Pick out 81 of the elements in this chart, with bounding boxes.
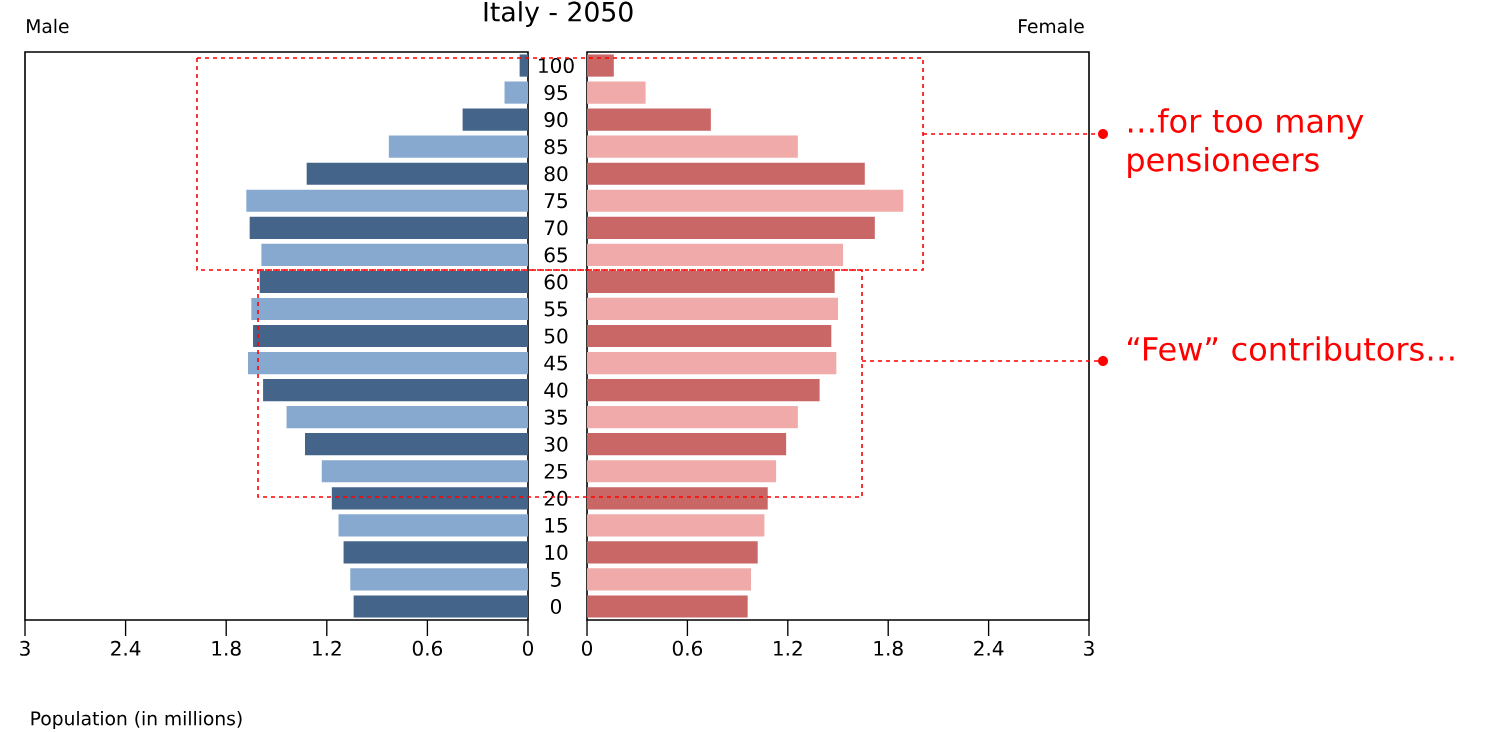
y-tick-label: 50 (544, 328, 568, 344)
bar (338, 514, 528, 537)
bar (263, 379, 528, 402)
bar (305, 433, 528, 456)
y-tick-label: 85 (544, 139, 567, 155)
y-tick-label: 40 (544, 382, 568, 398)
x-tick-label: 0.6 (672, 640, 703, 656)
bar (249, 216, 528, 239)
bar (587, 189, 904, 212)
bar (331, 487, 528, 510)
y-tick-label: 55 (544, 301, 567, 317)
x-tick-label: 0 (522, 640, 534, 656)
bar (587, 81, 646, 104)
y-tick-label: 30 (544, 436, 568, 452)
y-tick-label: 75 (544, 193, 567, 209)
bar (259, 270, 528, 294)
y-tick-label: 10 (545, 544, 568, 560)
y-tick-label: 60 (544, 274, 568, 290)
x-tick-label: 1.2 (313, 640, 341, 656)
bar (587, 460, 777, 483)
bar (587, 54, 614, 77)
y-tick-label: 5 (551, 572, 561, 587)
bar (246, 189, 528, 212)
bar (587, 379, 820, 402)
x-tick-label: 3 (20, 640, 30, 656)
bar (587, 351, 837, 375)
x-tick-label: 1.8 (212, 640, 241, 656)
x-tick-label: 3 (1084, 640, 1094, 656)
y-tick-label: 15 (545, 517, 567, 533)
bar (587, 270, 835, 294)
y-tick-label: 90 (544, 112, 568, 128)
bar (587, 108, 711, 131)
bar (587, 135, 798, 158)
bar (462, 108, 528, 131)
bar (519, 54, 528, 77)
x-tick-label: 0 (581, 640, 593, 656)
bar (587, 216, 875, 239)
x-axis-title: Population (in millions) (31, 710, 242, 730)
bar (587, 514, 765, 537)
x-tick-label: 2.4 (111, 640, 141, 656)
bar (350, 568, 528, 591)
y-tick-label: 25 (544, 463, 567, 479)
chart-title: Italy - 2050 (484, 1, 633, 27)
bar (306, 162, 528, 185)
bar (504, 81, 528, 104)
bar (251, 297, 528, 321)
y-tick-label: 0 (550, 598, 562, 615)
bar (587, 541, 758, 564)
bar (587, 297, 839, 321)
x-tick-label: 2.4 (974, 640, 1004, 656)
y-tick-label: 65 (544, 247, 567, 263)
bar (587, 406, 798, 429)
y-tick-label: 45 (544, 355, 567, 371)
bar (587, 568, 751, 591)
bar (253, 324, 528, 348)
bar (261, 243, 528, 266)
x-tick-label: 1.8 (874, 640, 903, 656)
bar (587, 243, 844, 266)
bar (587, 324, 832, 348)
bar (587, 595, 748, 618)
y-tick-label: 80 (544, 166, 568, 182)
y-tick-label: 100 (539, 57, 574, 74)
bar (343, 541, 528, 564)
bar (388, 135, 528, 158)
bar (321, 460, 528, 483)
bar (248, 351, 528, 375)
bar (587, 433, 787, 456)
y-tick-label: 95 (544, 85, 567, 101)
x-tick-label: 1.2 (774, 640, 802, 656)
bar (353, 595, 528, 618)
bar (587, 162, 865, 185)
bar (587, 487, 768, 510)
text: Female (1019, 18, 1084, 34)
text: Male (27, 18, 69, 34)
y-tick-label: 20 (544, 490, 568, 506)
bar (286, 406, 528, 429)
y-tick-label: 70 (544, 220, 568, 236)
y-tick-label: 35 (544, 409, 567, 425)
text: “Few” contributors… (1128, 336, 1454, 362)
x-tick-label: 0.6 (412, 640, 443, 656)
text: …for too many pensioneers (1128, 108, 1364, 178)
